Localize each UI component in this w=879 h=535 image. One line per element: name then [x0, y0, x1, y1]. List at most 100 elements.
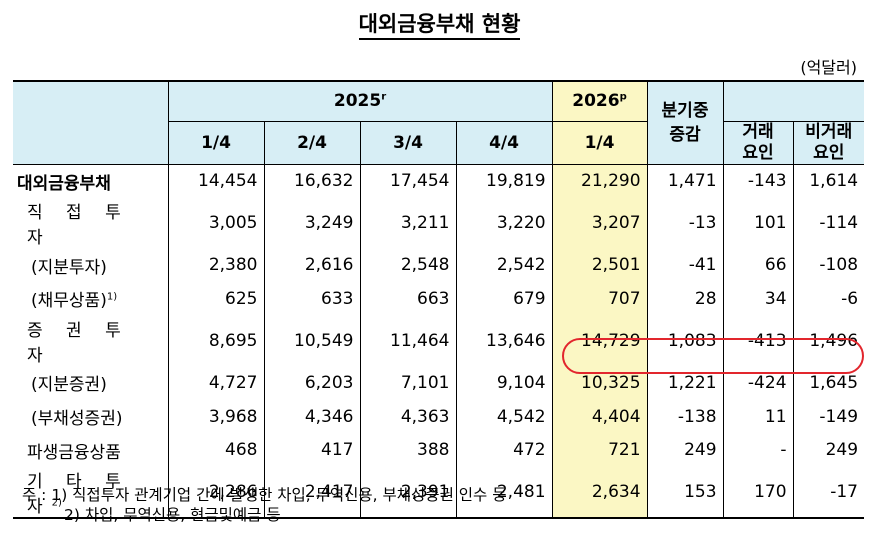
table-cell: 4,346: [263, 399, 361, 434]
table-cell: 13,646: [455, 315, 553, 366]
table-cell: 11: [722, 399, 794, 434]
table-cell: 472: [455, 433, 553, 468]
page-title: 대외금융부채 현황: [0, 8, 879, 40]
row-label: (지분투자): [13, 248, 169, 283]
table-cell: 16,632: [263, 163, 361, 199]
table-cell: 625: [167, 282, 265, 316]
table-cell: 10,325: [551, 365, 648, 400]
table-cell: 3,968: [167, 399, 265, 434]
table-cell: 4,727: [167, 365, 265, 400]
header-q2-2025: 2/4: [263, 120, 361, 165]
header-corner: [13, 80, 169, 165]
table-cell: 4,542: [455, 399, 553, 434]
header-q1-2025: 1/4: [168, 120, 265, 165]
table-cell: 1,083: [646, 315, 724, 366]
header-2026: 2026p: [551, 80, 648, 122]
row-label: 증 권 투 자: [13, 315, 169, 366]
table-cell: 2,391: [359, 467, 457, 520]
table-cell: 8,695: [167, 315, 265, 366]
table-cell: 249: [646, 433, 724, 468]
row-label: (채무상품)1): [13, 282, 169, 316]
table-cell: 66: [722, 248, 794, 283]
table-cell: 633: [263, 282, 361, 316]
table-cell: 6,203: [263, 365, 361, 400]
table-cell: 3,249: [263, 198, 361, 249]
table-cell: 101: [722, 198, 794, 249]
table-cell: 2,616: [263, 248, 361, 283]
table-cell: -17: [792, 467, 865, 520]
unit-label: (억달러): [800, 58, 857, 77]
table-cell: 2,481: [455, 467, 553, 520]
footnote-2: 2) 차입, 무역신용, 현금및예금 등: [64, 506, 281, 524]
table-cell: 2,286: [167, 467, 265, 520]
table-cell: 14,454: [167, 163, 265, 199]
table-cell: 3,005: [167, 198, 265, 249]
table-cell: -424: [722, 365, 794, 400]
table-cell: -108: [792, 248, 865, 283]
table-cell: 2,417: [263, 467, 361, 520]
table-row: 대외금융부채 14,454 16,632 17,454 19,819 21,290 1,47…: [13, 163, 865, 199]
table-row: (지분투자) 2,380 2,616 2,548 2,542 2,501 -41 66 -108: [13, 248, 865, 283]
table-cell: -13: [646, 198, 724, 249]
table-row: 파생금융상품 468 417 388 472 721 249-249: [13, 433, 865, 468]
table-row: 기 타 투 자2) 2,286 2,417 2,391 2,481 2,634 153 170…: [13, 467, 865, 520]
header-change-breakdown: [722, 80, 865, 122]
table-cell: -143: [722, 163, 794, 199]
footnote-1: 주 : 1) 직접투자 관계기업 간에 발생한 차입, 무역신용, 부채성증권 …: [22, 486, 507, 504]
highlight-oval: [562, 338, 864, 374]
table-cell: 17,454: [359, 163, 457, 199]
table-cell: 9,104: [455, 365, 553, 400]
header-change: 분기중 증감: [646, 80, 724, 165]
header-trans: 거래 요인: [722, 120, 794, 165]
table-row: (부채성증권) 3,968 4,346 4,363 4,542 4,404 -138 11 -1…: [13, 399, 865, 434]
table-cell: 2,634: [551, 467, 648, 520]
table-cell: 388: [359, 433, 457, 468]
table-cell: 2,380: [167, 248, 265, 283]
table-cell: 679: [455, 282, 553, 316]
table-cell: -6: [792, 282, 865, 316]
table-cell: -114: [792, 198, 865, 249]
footnotes: 주 : 1) 직접투자 관계기업 간에 발생한 차입, 무역신용, 부채성증권 …: [22, 485, 506, 525]
header-q3-2025: 3/4: [359, 120, 457, 165]
table-cell: -149: [792, 399, 865, 434]
table-cell: 28: [646, 282, 724, 316]
table-cell: 34: [722, 282, 794, 316]
table-cell: 468: [167, 433, 265, 468]
row-label: 기 타 투 자2): [13, 467, 169, 520]
table-cell: 4,363: [359, 399, 457, 434]
table-cell: 249: [792, 433, 865, 468]
row-label: (부채성증권): [13, 399, 169, 434]
header-nontrans: 비거래 요인: [792, 120, 865, 165]
table-cell: -: [722, 433, 794, 468]
header-q4-2025: 4/4: [455, 120, 553, 165]
row-label: 대외금융부채: [13, 163, 169, 199]
row-label: 파생금융상품: [13, 433, 169, 468]
table-cell: 21,290: [551, 163, 648, 199]
table-cell: 1,471: [646, 163, 724, 199]
table-row: (채무상품)1) 625 633 663 679 707 28 34 -6: [13, 282, 865, 316]
table-cell: 663: [359, 282, 457, 316]
table-cell: 2,542: [455, 248, 553, 283]
row-label: 직 접 투 자: [13, 198, 169, 249]
table-cell: -41: [646, 248, 724, 283]
table-cell: 10,549: [263, 315, 361, 366]
table-cell: 417: [263, 433, 361, 468]
table-cell: 1,645: [792, 365, 865, 400]
table-cell: -138: [646, 399, 724, 434]
table-cell: 1,496: [792, 315, 865, 366]
row-label: (지분증권): [13, 365, 169, 400]
table-cell: 707: [551, 282, 648, 316]
table-cell: 19,819: [455, 163, 553, 199]
header-q1-2026: 1/4: [551, 120, 648, 165]
table-cell: 1,221: [646, 365, 724, 400]
table-cell: -413: [722, 315, 794, 366]
table-cell: 1,614: [792, 163, 865, 199]
table-cell: 3,220: [455, 198, 553, 249]
table-cell: 2,548: [359, 248, 457, 283]
table-cell: 11,464: [359, 315, 457, 366]
liabilities-table: 2025r 2026p 분기중 증감 1/4 2/4 3/4 4/4 1/4 거…: [13, 80, 865, 520]
table-cell: 721: [551, 433, 648, 468]
table-cell: 153: [646, 467, 724, 520]
table-cell: 7,101: [359, 365, 457, 400]
table-cell: 3,207: [551, 198, 648, 249]
